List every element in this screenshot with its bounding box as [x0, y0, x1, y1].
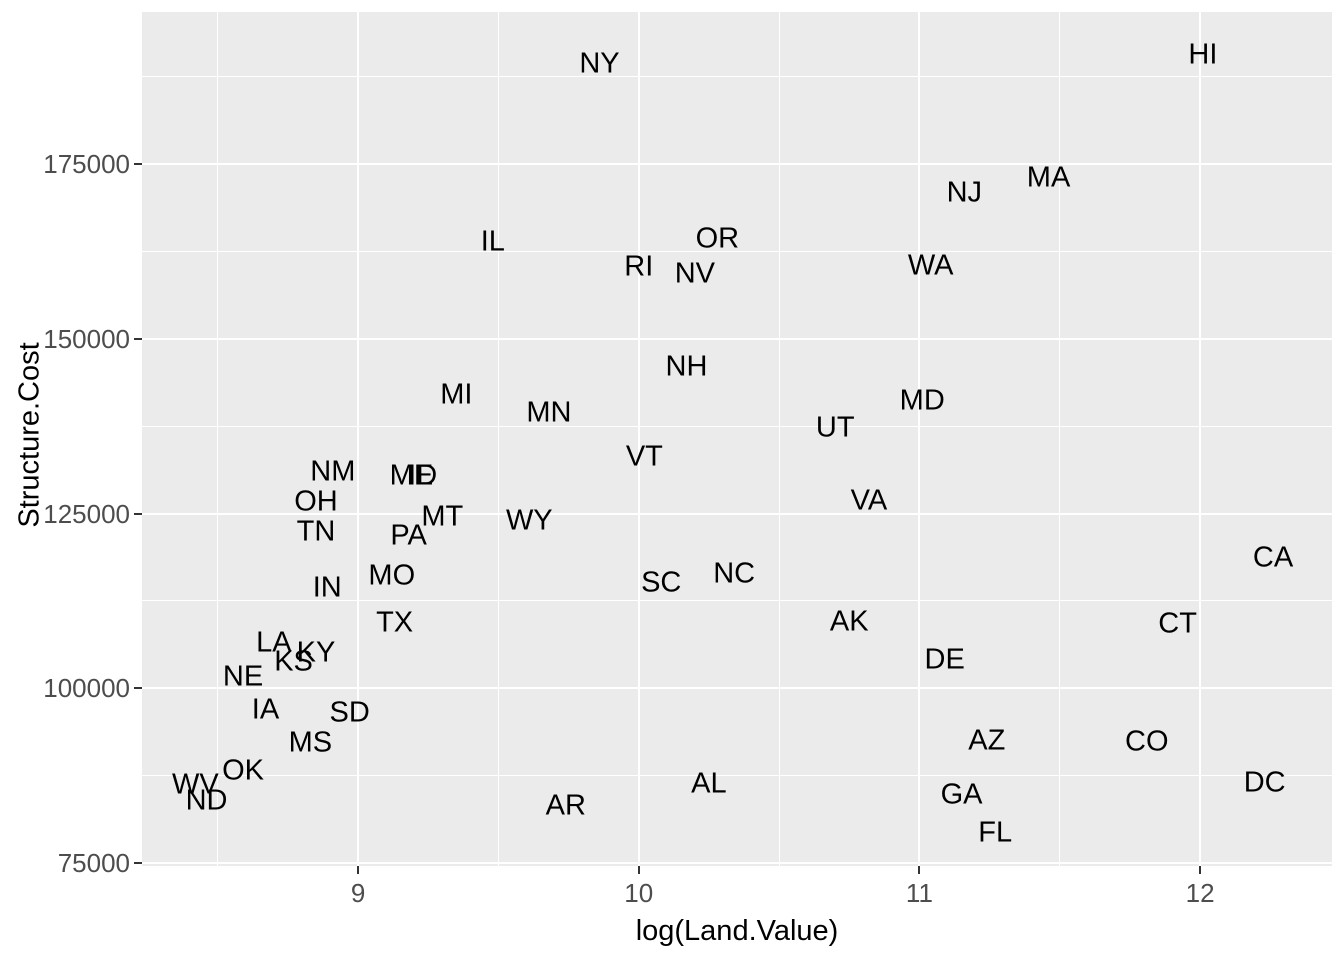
data-point-label-CT: CT [1158, 607, 1197, 640]
y-minor-gridline [142, 600, 1332, 602]
y-axis-tick-mark [134, 512, 142, 515]
x-axis-tick-mark [1199, 866, 1202, 874]
data-point-label-AL: AL [691, 767, 727, 800]
data-point-label-NH: NH [665, 350, 708, 383]
data-point-label-AK: AK [829, 605, 869, 638]
x-major-gridline [1199, 12, 1202, 866]
data-point-label-LA: LA [256, 626, 292, 659]
x-minor-gridline [778, 12, 780, 866]
y-major-gridline [142, 162, 1332, 165]
data-point-label-NC: NC [713, 557, 756, 590]
data-point-label-CA: CA [1252, 541, 1294, 574]
data-point-label-OH: OH [294, 485, 338, 518]
data-point-label-WY: WY [505, 504, 553, 537]
data-point-label-MI: MI [440, 378, 473, 411]
data-point-label-ME: ME [389, 459, 434, 492]
x-axis-tick-label: 11 [905, 878, 933, 908]
y-minor-gridline [142, 775, 1332, 777]
y-minor-gridline [142, 76, 1332, 78]
data-point-label-HI: HI [1188, 38, 1218, 71]
y-axis-tick-label: 125000 [43, 498, 130, 529]
data-point-label-ND: ND [185, 784, 228, 817]
x-minor-gridline [497, 12, 499, 866]
data-point-label-DC: DC [1243, 766, 1286, 799]
data-point-label-ID: ID [408, 459, 438, 492]
y-minor-gridline [142, 250, 1332, 252]
x-axis-tick-label: 9 [350, 878, 366, 908]
data-point-label-CO: CO [1125, 725, 1169, 758]
data-point-label-WA: WA [907, 249, 954, 282]
data-point-label-KS: KS [274, 645, 313, 678]
data-point-label-MN: MN [526, 396, 572, 429]
y-axis-tick-label: 75000 [57, 848, 130, 878]
y-axis-tick-mark [134, 862, 142, 864]
x-axis-tick-label: 10 [624, 878, 654, 908]
x-axis-tick-mark [918, 866, 921, 874]
data-point-label-NJ: NJ [946, 176, 983, 209]
y-major-gridline [142, 862, 1332, 864]
y-axis-tick-label: 100000 [43, 673, 130, 704]
data-point-label-MT: MT [421, 500, 464, 533]
data-point-label-KY: KY [296, 636, 336, 669]
data-point-label-AR: AR [545, 789, 586, 822]
x-minor-gridline [1059, 12, 1061, 866]
x-axis-tick-mark [637, 866, 640, 874]
data-point-label-SC: SC [641, 566, 682, 599]
data-point-label-DE: DE [924, 643, 965, 676]
y-axis-tick-label: 175000 [43, 148, 130, 179]
data-point-label-MS: MS [288, 726, 333, 759]
y-major-gridline [142, 512, 1332, 515]
data-point-label-MA: MA [1026, 161, 1071, 194]
y-axis-tick-mark [134, 337, 142, 340]
data-point-label-IA: IA [251, 693, 280, 726]
x-major-gridline [357, 12, 360, 866]
y-axis-title: Structure.Cost [13, 342, 46, 528]
y-minor-gridline [142, 425, 1332, 427]
data-point-label-RI: RI [624, 250, 654, 283]
data-point-label-WV: WV [171, 768, 219, 801]
y-major-gridline [142, 687, 1332, 690]
data-point-label-OK: OK [222, 754, 264, 787]
data-point-label-OR: OR [695, 222, 740, 255]
data-point-label-FL: FL [978, 816, 1013, 849]
data-point-label-GA: GA [940, 778, 983, 811]
y-axis-tick-mark [134, 162, 142, 165]
x-major-gridline [918, 12, 921, 866]
data-point-label-MO: MO [368, 559, 416, 592]
x-minor-gridline [217, 12, 219, 866]
x-axis-tick-label: 12 [1185, 878, 1215, 908]
data-point-label-NY: NY [579, 47, 620, 80]
data-point-label-NE: NE [222, 660, 264, 693]
y-major-gridline [142, 337, 1332, 340]
data-point-label-SD: SD [329, 696, 370, 729]
x-axis-title: log(Land.Value) [635, 915, 839, 947]
data-point-label-TX: TX [376, 606, 414, 639]
data-point-label-IL: IL [480, 225, 505, 258]
plot-panel: NY HI MA NJ IL OR RI NV WA NH MI MD MN UT VT NM ME ID OH VA… [142, 12, 1332, 866]
data-point-label-PA: PA [390, 519, 427, 552]
data-point-label-NM: NM [310, 455, 356, 488]
data-point-label-VA: VA [850, 484, 888, 517]
data-point-label-UT: UT [815, 411, 855, 444]
data-point-label-TN: TN [296, 515, 336, 548]
data-point-label-AZ: AZ [968, 724, 1006, 757]
data-point-label-IN: IN [312, 571, 342, 604]
y-axis-tick-label: 150000 [43, 323, 130, 354]
x-major-gridline [637, 12, 640, 866]
y-axis-tick-mark [134, 687, 142, 690]
data-point-label-VT: VT [625, 440, 663, 473]
data-point-label-NV: NV [674, 257, 716, 290]
data-point-label-MD: MD [899, 384, 945, 417]
x-axis-tick-mark [357, 866, 360, 874]
